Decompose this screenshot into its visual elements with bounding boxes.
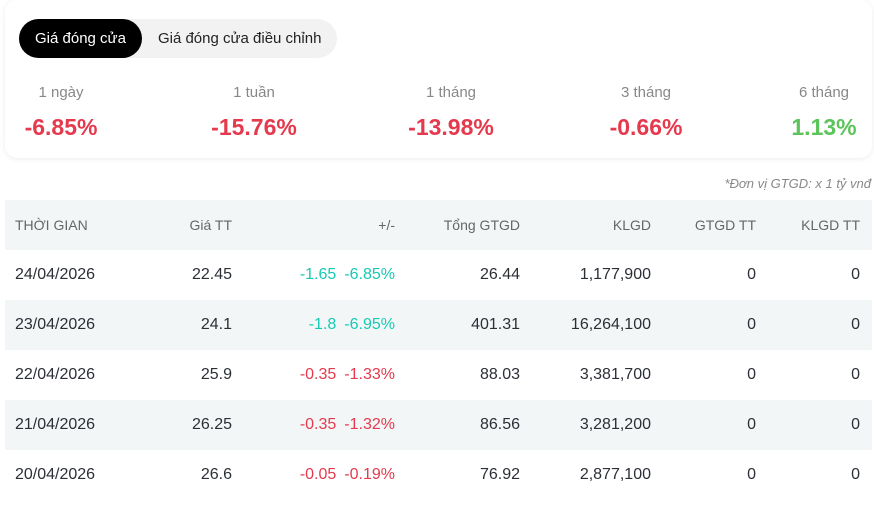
table-cell: 3,281,200: [579, 416, 651, 433]
table-cell: 0: [747, 266, 756, 283]
change-value: -0.05: [299, 466, 337, 483]
table-cell: 1,177,900: [579, 266, 651, 283]
change-cell: -0.35 -1.32%: [300, 400, 395, 450]
change-cell: -1.8 -6.95%: [309, 300, 395, 350]
period-value: -6.85%: [24, 114, 98, 140]
header-cell: GTGD TT: [694, 217, 756, 233]
period-returns: 1 ngày -6.85% 1 tuần -15.76% 1 tháng -13.98% 3…: [5, 80, 872, 150]
change-value: -1.8: [308, 316, 337, 333]
change-value: -6.85%: [344, 266, 395, 283]
period-label: 6 tháng: [798, 84, 850, 101]
table-cell: 0: [747, 366, 756, 383]
table-cell: 24/04/2026: [15, 266, 96, 283]
table-cell: 0: [851, 416, 860, 433]
period: 1 tháng -13.98%: [408, 80, 494, 141]
header-cell: KLGD: [612, 217, 651, 233]
table-cell: 88.03: [479, 366, 520, 383]
table-cell: 86.56: [479, 416, 520, 433]
unit-note: *Đơn vị GTGD: x 1 tỷ vnđ: [724, 176, 871, 191]
period-value: -15.76%: [211, 114, 297, 140]
period-label: 3 tháng: [620, 84, 672, 101]
table-cell: 26.44: [479, 266, 520, 283]
change-cell: -0.05 -0.19%: [300, 450, 395, 500]
period-value: 1.13%: [791, 114, 857, 140]
table-cell: 3,381,700: [579, 366, 651, 383]
table-cell: 0: [851, 316, 860, 333]
change-cell: -1.65 -6.85%: [300, 250, 395, 300]
table-row: 22/04/2026 25.9 -0.35 -1.33% 88.03 3,381,700 0…: [5, 350, 872, 400]
header-cell: Giá TT: [189, 217, 232, 233]
change-cell: -0.35 -1.33%: [300, 350, 395, 400]
change-value: -1.65: [299, 266, 337, 283]
table-cell: 2,877,100: [579, 466, 651, 483]
table-row: 20/04/2026 26.6 -0.05 -0.19% 76.92 2,877,100 0…: [5, 450, 872, 500]
table-cell: 25.9: [200, 366, 232, 383]
table-cell: 0: [851, 266, 860, 283]
tab[interactable]: Giá đóng cửa điều chỉnh: [157, 30, 322, 47]
change-value: -1.33%: [344, 366, 395, 383]
table-cell: 0: [747, 316, 756, 333]
header-cell: Tổng GTGD: [443, 217, 520, 233]
table-cell: 0: [747, 416, 756, 433]
header-cell: THỜI GIAN: [15, 217, 88, 233]
tab[interactable]: Giá đóng cửa: [19, 19, 142, 58]
header-cell: +/-: [378, 217, 395, 233]
header-cell: KLGD TT: [801, 217, 860, 233]
period-value: -0.66%: [609, 114, 683, 140]
period: 1 ngày -6.85%: [25, 80, 98, 141]
table-cell: 22/04/2026: [15, 366, 96, 383]
table-row: 23/04/2026 24.1 -1.8 -6.95% 401.31 16,264,100…: [5, 300, 872, 350]
header-row: THỜI GIAN Giá TT +/- Tổng GTGD KLGD GTGD TT KL…: [5, 200, 872, 250]
period-label: 1 ngày: [38, 84, 84, 101]
period: 6 tháng 1.13%: [791, 80, 856, 141]
table-cell: 26.25: [191, 416, 232, 433]
table-cell: 76.92: [479, 466, 520, 483]
table-row: 21/04/2026 26.25 -0.35 -1.32% 86.56 3,281,200…: [5, 400, 872, 450]
table-cell: 16,264,100: [570, 316, 651, 333]
change-value: -1.32%: [344, 416, 395, 433]
period: 3 tháng -0.66%: [610, 80, 683, 141]
period-label: 1 tuần: [233, 84, 275, 101]
change-value: -0.35: [299, 366, 337, 383]
price-table: THỜI GIAN Giá TT +/- Tổng GTGD KLGD GTGD TT KL…: [5, 200, 872, 500]
table-cell: 24.1: [200, 316, 232, 333]
summary-card: Giá đóng cửa Giá đóng cửa điều chỉnh 1 ng…: [5, 0, 872, 158]
table-cell: 22.45: [191, 266, 232, 283]
table-cell: 20/04/2026: [15, 466, 96, 483]
change-value: -0.35: [299, 416, 337, 433]
tab-bar: Giá đóng cửa Giá đóng cửa điều chỉnh: [19, 19, 338, 58]
table-cell: 0: [747, 466, 756, 483]
table-cell: 26.6: [200, 466, 232, 483]
table-cell: 21/04/2026: [15, 416, 96, 433]
change-value: -0.19%: [344, 466, 395, 483]
table-cell: 401.31: [471, 316, 520, 333]
period-label: 1 tháng: [425, 84, 477, 101]
change-value: -6.95%: [344, 316, 395, 333]
period-value: -13.98%: [408, 114, 494, 140]
period: 1 tuần -15.76%: [211, 80, 297, 141]
table-cell: 23/04/2026: [15, 316, 96, 333]
table-row: 24/04/2026 22.45 -1.65 -6.85% 26.44 1,177,900…: [5, 250, 872, 300]
table-cell: 0: [851, 466, 860, 483]
table-cell: 0: [851, 366, 860, 383]
